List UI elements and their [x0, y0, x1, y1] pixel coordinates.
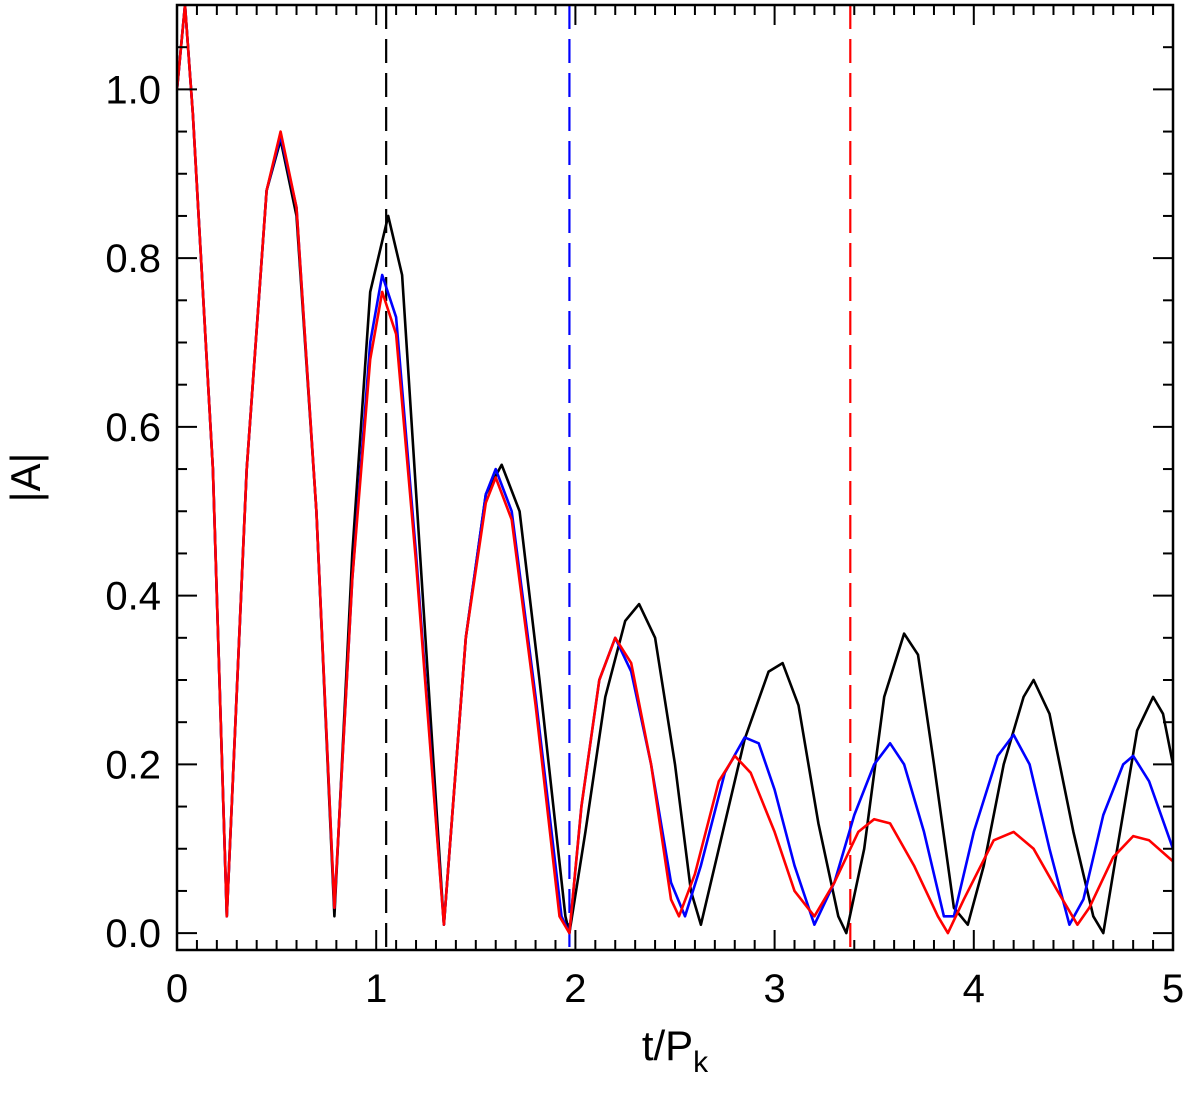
x-tick-label: 5 [1162, 967, 1184, 1011]
x-tick-label: 2 [564, 967, 586, 1011]
y-axis-label: |A| [2, 453, 49, 503]
series-line-1 [177, 5, 1173, 933]
x-tick-label: 3 [763, 967, 785, 1011]
y-tick-label: 0.6 [105, 406, 161, 450]
series-line-3 [177, 5, 1173, 933]
y-tick-label: 0.8 [105, 237, 161, 281]
tick-labels: 0 1 2 3 4 5 0.0 0.2 0.4 0.6 0.8 1.0 [105, 68, 1184, 1011]
x-tick-label: 4 [963, 967, 985, 1011]
x-tick-label: 0 [166, 967, 188, 1011]
y-tick-label: 0.2 [105, 743, 161, 787]
series-lines [177, 5, 1173, 933]
y-tick-label: 1.0 [105, 68, 161, 112]
y-tick-label: 0.0 [105, 912, 161, 956]
y-tick-label: 0.4 [105, 575, 161, 619]
axis-ticks [177, 5, 1173, 950]
plot-frame [177, 5, 1173, 950]
series-line-2 [177, 5, 1173, 933]
x-tick-label: 1 [365, 967, 387, 1011]
x-axis-label: t/Pk [642, 1022, 709, 1079]
